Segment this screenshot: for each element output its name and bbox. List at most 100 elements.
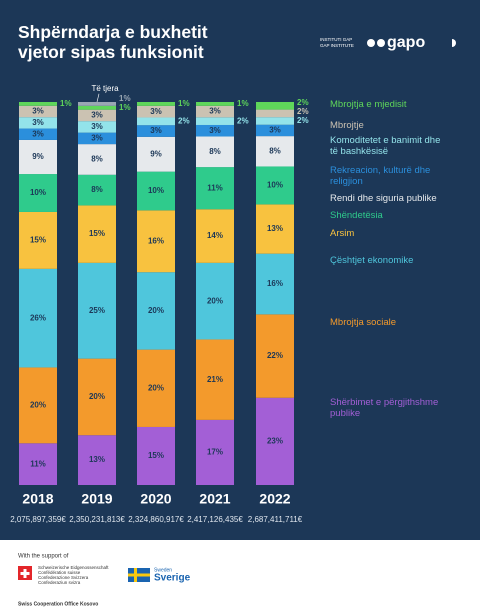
bar-segment bbox=[196, 339, 234, 420]
value-label: 1% bbox=[119, 103, 131, 112]
value-label: 14% bbox=[207, 231, 223, 240]
value-label: 21% bbox=[207, 375, 223, 384]
bar-segment bbox=[19, 105, 57, 118]
logo-dot bbox=[377, 39, 385, 47]
support: With the support of bbox=[18, 554, 69, 560]
value-label: 1% bbox=[119, 94, 131, 103]
value-label: 3% bbox=[32, 107, 44, 116]
total-label: 2,417,126,435€ bbox=[187, 515, 243, 524]
bar-segment bbox=[78, 102, 116, 106]
bar-segment bbox=[256, 204, 294, 254]
bar-segment bbox=[137, 426, 175, 485]
value-label: 3% bbox=[150, 126, 162, 135]
value-label: 2% bbox=[297, 116, 309, 125]
bar-segment bbox=[196, 136, 234, 168]
sweden-small: Sweden bbox=[154, 567, 172, 573]
legend-item: Shërbimet e përgjithshme publike bbox=[330, 397, 439, 419]
bar-segment bbox=[196, 117, 234, 125]
bar-segment bbox=[256, 136, 294, 167]
swiss-text: Schweizerische Eidgenossenschaft bbox=[38, 565, 109, 570]
bar-segment bbox=[19, 268, 57, 368]
value-label: 3% bbox=[269, 126, 281, 135]
value-label: 20% bbox=[89, 392, 105, 401]
bar-segment bbox=[137, 272, 175, 350]
bar-segment bbox=[196, 167, 234, 210]
value-label: 3% bbox=[150, 107, 162, 116]
value-label: 3% bbox=[32, 129, 44, 138]
bar-segment bbox=[256, 124, 294, 137]
bar-segment bbox=[78, 105, 116, 110]
bar-segment bbox=[78, 121, 116, 133]
value-label: 1% bbox=[237, 99, 249, 108]
swiss-text: Confédération suisse bbox=[38, 570, 81, 575]
bar-segment bbox=[256, 253, 294, 315]
bar-segment bbox=[19, 139, 57, 175]
legend-item: Mbrojtje bbox=[330, 120, 364, 131]
bar-segment bbox=[196, 262, 234, 340]
bar-segment bbox=[256, 314, 294, 398]
value-label: 16% bbox=[267, 279, 283, 288]
bar-segment bbox=[137, 102, 175, 106]
swiss-office: Swiss Cooperation Office Kosovo bbox=[18, 601, 98, 607]
bar-segment bbox=[137, 117, 175, 126]
annotation: Të tjera bbox=[91, 84, 119, 93]
bar-segment bbox=[256, 166, 294, 205]
bar-segment bbox=[196, 209, 234, 263]
bar-segment bbox=[78, 109, 116, 122]
logo-name: gapo bbox=[387, 34, 425, 51]
bar-segment bbox=[19, 102, 57, 106]
value-label: 2% bbox=[178, 116, 190, 125]
bar-segment bbox=[19, 128, 57, 140]
footer-bg bbox=[0, 540, 480, 616]
bar-segment bbox=[137, 349, 175, 427]
bar-segment bbox=[78, 435, 116, 485]
value-label: 10% bbox=[30, 188, 46, 197]
bar-segment bbox=[137, 136, 175, 172]
bar-segment bbox=[78, 262, 116, 359]
x-tick-label: 2018 bbox=[22, 491, 53, 507]
bar-segment bbox=[19, 367, 57, 444]
bar-segment bbox=[19, 174, 57, 212]
logo-half bbox=[452, 39, 456, 47]
swiss-text: Confederazione Svizzera bbox=[38, 575, 89, 580]
bar-segment bbox=[137, 125, 175, 137]
total-label: 2,324,860,917€ bbox=[128, 515, 184, 524]
swiss-cross bbox=[20, 569, 30, 578]
bar-segment bbox=[196, 105, 234, 118]
value-label: 1% bbox=[178, 99, 190, 108]
annotation-line bbox=[96, 93, 100, 103]
legend-item: Arsim bbox=[330, 228, 355, 239]
bar-segment bbox=[256, 109, 294, 118]
legend-item: Shëndetësia bbox=[330, 210, 383, 221]
bar-segment bbox=[196, 102, 234, 106]
value-label: 23% bbox=[267, 437, 283, 446]
value-label: 15% bbox=[30, 236, 46, 245]
x-tick-label: 2021 bbox=[199, 491, 230, 507]
logo-dot bbox=[367, 39, 375, 47]
bar-segment bbox=[78, 132, 116, 145]
value-label: 2% bbox=[297, 107, 309, 116]
value-label: 9% bbox=[32, 152, 44, 161]
value-label: 9% bbox=[150, 149, 162, 158]
value-label: 8% bbox=[91, 185, 103, 194]
bar-segment bbox=[196, 124, 234, 137]
value-label: 25% bbox=[89, 306, 105, 315]
sweden-cross bbox=[128, 573, 150, 577]
value-label: 10% bbox=[267, 181, 283, 190]
value-label: 2% bbox=[237, 116, 249, 125]
value-label: 15% bbox=[148, 451, 164, 460]
value-label: 13% bbox=[89, 455, 105, 464]
value-label: 13% bbox=[267, 224, 283, 233]
bar-segment bbox=[78, 174, 116, 206]
bar-segment bbox=[19, 117, 57, 129]
value-label: 20% bbox=[207, 296, 223, 305]
value-label: 20% bbox=[30, 400, 46, 409]
bar-segment bbox=[78, 358, 116, 436]
value-label: 2% bbox=[297, 98, 309, 107]
value-label: 22% bbox=[267, 351, 283, 360]
total-label: 2,350,231,813€ bbox=[69, 515, 125, 524]
value-label: 8% bbox=[91, 155, 103, 164]
bar-segment bbox=[137, 105, 175, 118]
